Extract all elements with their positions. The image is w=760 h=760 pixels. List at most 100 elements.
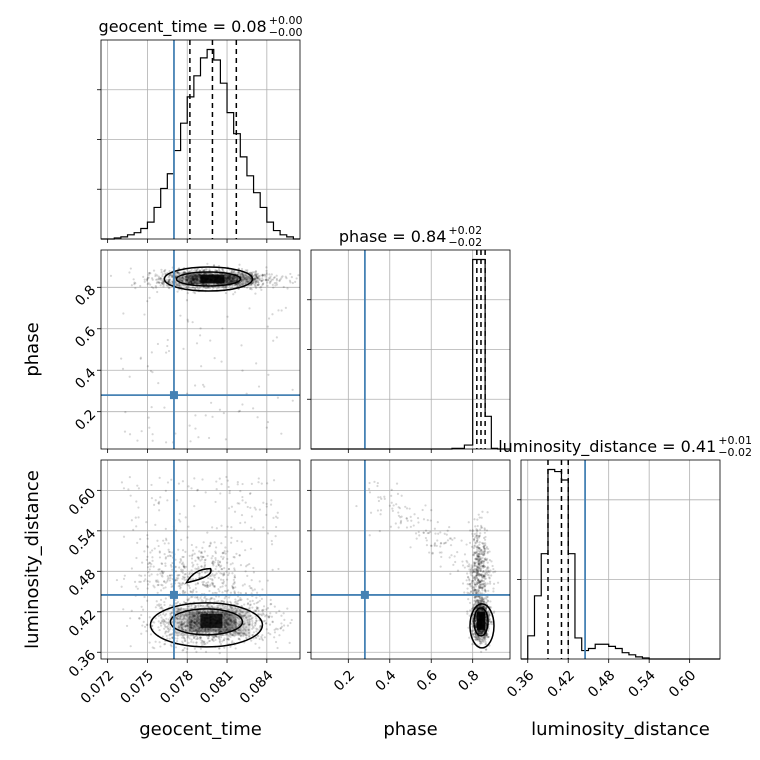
scatter-geocent-phase-point bbox=[226, 276, 229, 279]
scatter-geocent-lumdist-point bbox=[167, 548, 170, 551]
scatter-geocent-lumdist-point bbox=[221, 611, 224, 614]
scatter-geocent-phase-point bbox=[244, 280, 247, 283]
scatter-geocent-lumdist-point bbox=[206, 603, 209, 606]
scatter-geocent-phase-point bbox=[236, 277, 239, 281]
scatter-geocent-lumdist-point bbox=[196, 635, 199, 639]
scatter-geocent-phase-point bbox=[184, 277, 187, 280]
scatter-geocent-phase-point bbox=[194, 278, 197, 281]
scatter-geocent-phase-point bbox=[234, 279, 237, 282]
scatter-geocent-phase-point bbox=[143, 313, 146, 316]
scatter-geocent-lumdist-point bbox=[217, 631, 221, 634]
scatter-phase-lumdist-point bbox=[477, 513, 480, 516]
scatter-geocent-phase-point bbox=[185, 274, 188, 277]
scatter-geocent-lumdist-point bbox=[260, 597, 263, 600]
scatter-geocent-lumdist-point bbox=[196, 563, 199, 566]
scatter-geocent-phase-point bbox=[168, 287, 171, 290]
scatter-geocent-phase-point bbox=[207, 282, 210, 285]
scatter-geocent-lumdist-point bbox=[188, 554, 191, 557]
scatter-geocent-phase-point bbox=[233, 280, 236, 283]
scatter-geocent-phase-point bbox=[197, 287, 200, 291]
scatter-geocent-lumdist-point bbox=[158, 641, 161, 644]
scatter-phase-lumdist-point bbox=[475, 532, 478, 535]
scatter-geocent-lumdist-point bbox=[151, 549, 154, 552]
scatter-geocent-phase-point bbox=[212, 283, 215, 286]
scatter-geocent-phase-point bbox=[198, 279, 201, 283]
scatter-geocent-phase-point bbox=[161, 279, 164, 282]
scatter-geocent-lumdist-point bbox=[203, 561, 206, 564]
scatter-geocent-phase-point bbox=[189, 280, 192, 284]
scatter-geocent-lumdist-point bbox=[204, 558, 207, 561]
scatter-geocent-lumdist-point bbox=[257, 609, 260, 612]
scatter-geocent-phase-point bbox=[241, 274, 244, 277]
scatter-geocent-lumdist-point bbox=[263, 636, 266, 639]
scatter-geocent-phase-point bbox=[192, 275, 195, 278]
scatter-geocent-lumdist-point bbox=[256, 591, 259, 594]
scatter-geocent-phase-point bbox=[244, 274, 248, 277]
scatter-phase-lumdist-point bbox=[486, 636, 489, 639]
scatter-geocent-phase-point bbox=[291, 388, 294, 391]
scatter-geocent-phase-point bbox=[246, 280, 249, 284]
scatter-geocent-phase-point bbox=[255, 275, 258, 278]
scatter-geocent-phase-point bbox=[191, 277, 195, 281]
scatter-geocent-phase-point bbox=[196, 274, 200, 277]
scatter-geocent-lumdist-point bbox=[197, 625, 200, 629]
scatter-geocent-phase-point bbox=[147, 273, 150, 276]
scatter-geocent-lumdist-point bbox=[242, 614, 246, 618]
scatter-geocent-phase-point bbox=[146, 277, 149, 280]
scatter-geocent-lumdist-point bbox=[147, 583, 150, 586]
scatter-geocent-phase-point bbox=[228, 278, 231, 281]
scatter-geocent-phase-point bbox=[226, 277, 230, 280]
scatter-geocent-lumdist-point bbox=[190, 604, 193, 607]
scatter-geocent-phase-point bbox=[256, 276, 259, 280]
scatter-phase-lumdist-point bbox=[490, 560, 493, 563]
scatter-geocent-lumdist-point bbox=[154, 640, 157, 643]
scatter-geocent-phase-point bbox=[197, 275, 200, 278]
scatter-geocent-lumdist-point bbox=[241, 482, 244, 486]
scatter-geocent-phase-point bbox=[187, 277, 190, 280]
scatter-geocent-phase-point bbox=[196, 282, 199, 285]
scatter-geocent-phase-point bbox=[189, 274, 192, 278]
scatter-geocent-phase-point bbox=[197, 273, 200, 277]
scatter-geocent-lumdist-point bbox=[258, 637, 261, 641]
scatter-geocent-phase-point bbox=[223, 274, 227, 277]
scatter-geocent-phase-point bbox=[198, 278, 201, 282]
scatter-geocent-phase-point bbox=[150, 285, 153, 289]
scatter-geocent-lumdist-point bbox=[234, 598, 237, 601]
scatter-geocent-phase-point bbox=[229, 274, 232, 277]
scatter-geocent-phase-point bbox=[221, 282, 224, 285]
scatter-geocent-lumdist-point bbox=[205, 582, 208, 585]
scatter-geocent-lumdist-point bbox=[142, 608, 145, 611]
scatter-geocent-phase-point bbox=[228, 275, 231, 278]
scatter-geocent-lumdist-point bbox=[218, 652, 221, 655]
scatter-geocent-lumdist-point bbox=[190, 487, 193, 490]
scatter-geocent-lumdist-point bbox=[243, 603, 246, 606]
scatter-geocent-phase-point bbox=[191, 278, 194, 281]
scatter-geocent-lumdist-point bbox=[163, 600, 166, 604]
scatter-geocent-lumdist-point bbox=[189, 626, 193, 629]
scatter-geocent-phase-point bbox=[232, 270, 235, 273]
scatter-geocent-lumdist-point bbox=[180, 620, 183, 623]
scatter-geocent-phase-point bbox=[194, 276, 197, 280]
scatter-geocent-phase-point bbox=[242, 278, 245, 281]
scatter-geocent-phase-point bbox=[203, 385, 206, 388]
scatter-geocent-phase-point bbox=[294, 280, 297, 283]
scatter-geocent-lumdist-point bbox=[154, 523, 157, 526]
scatter-geocent-lumdist-point bbox=[167, 622, 170, 625]
scatter-geocent-lumdist-point bbox=[237, 637, 241, 641]
scatter-phase-lumdist-point bbox=[486, 511, 489, 514]
scatter-geocent-phase-point bbox=[185, 299, 189, 302]
scatter-geocent-lumdist-point bbox=[226, 550, 229, 553]
scatter-geocent-phase-point bbox=[194, 281, 197, 284]
scatter-geocent-phase-point bbox=[149, 283, 152, 286]
scatter-geocent-lumdist-point bbox=[197, 622, 200, 625]
scatter-geocent-lumdist-point bbox=[213, 598, 216, 601]
scatter-geocent-lumdist-point bbox=[158, 476, 161, 479]
scatter-geocent-phase-point bbox=[240, 278, 243, 281]
scatter-geocent-lumdist-point bbox=[183, 582, 186, 586]
scatter-geocent-phase-point bbox=[198, 274, 201, 277]
scatter-geocent-phase-point bbox=[200, 365, 203, 368]
scatter-geocent-phase-point bbox=[264, 275, 267, 278]
scatter-geocent-phase-point bbox=[231, 277, 234, 280]
scatter-geocent-lumdist-point bbox=[200, 565, 203, 568]
scatter-geocent-phase-point bbox=[190, 280, 193, 284]
